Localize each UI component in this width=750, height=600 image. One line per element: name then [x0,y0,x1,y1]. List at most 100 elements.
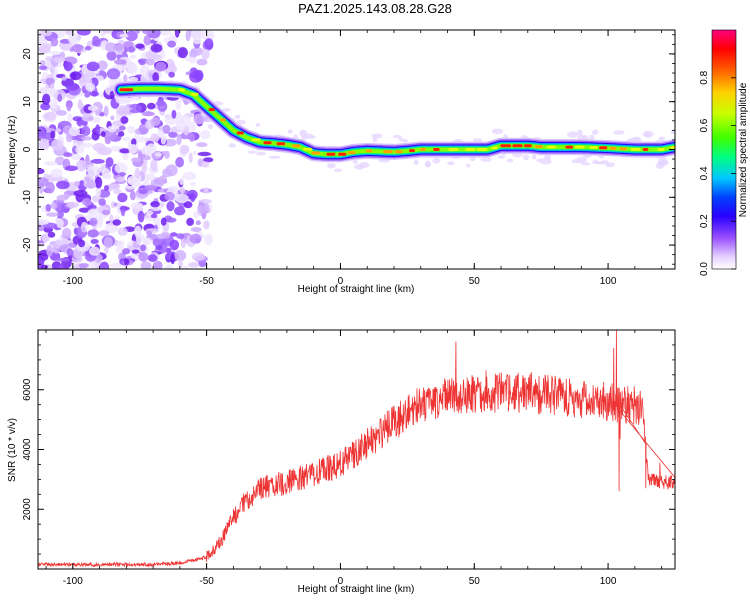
noise-blob [101,209,111,216]
halo-blob [577,129,583,136]
halo-blob [327,163,336,169]
noise-blob [170,253,175,265]
noise-blob [201,48,210,60]
noise-blob [158,175,167,185]
y-tick-label: -10 [22,190,33,205]
noise-blob [66,248,74,257]
halo-blob [334,168,343,172]
noise-blob [82,197,92,206]
noise-blob [40,102,51,111]
noise-blob [146,173,156,181]
noise-blob [174,30,180,38]
colorbar-tick-label: 0.0 [699,262,710,276]
halo-blob [268,155,281,159]
noise-blob [175,193,189,204]
noise-blob [55,128,62,133]
noise-blob [110,115,115,121]
noise-blob [138,188,148,194]
noise-blob [150,213,158,219]
noise-blob [171,109,177,119]
noise-blob [110,201,116,209]
noise-blob [102,30,112,34]
colorbar-gradient [712,30,736,269]
noise-blob [188,121,196,132]
noise-blob [68,126,81,137]
noise-blob [189,181,197,186]
noise-blob [98,146,112,156]
noise-blob [121,208,126,217]
noise-blob [87,116,94,121]
noise-blob [103,236,113,249]
noise-blob [188,152,193,164]
noise-blob [178,259,184,268]
noise-blob [181,265,190,269]
noise-blob [53,56,66,63]
halo-blob [658,136,666,142]
noise-blob [152,260,163,269]
noise-blob [87,208,101,216]
noise-blob [104,222,119,234]
noise-blob [121,136,131,141]
noise-blob [71,153,82,161]
noise-blob [38,168,45,175]
noise-blob [141,111,155,117]
halo-blob [571,159,583,164]
noise-blob [127,46,136,53]
noise-blob [189,70,203,83]
noise-blob [118,125,126,131]
noise-blob [134,167,141,179]
noise-blob [115,95,128,105]
x-tick-label: 50 [469,276,481,287]
halo-blob [228,143,236,148]
noise-blob [47,231,56,238]
noise-blob [90,239,99,244]
noise-blob [107,183,121,190]
noise-blob [174,206,186,216]
halo-blob [372,137,378,143]
noise-blob [162,168,173,178]
noise-blob [127,178,139,184]
noise-blob [128,144,138,154]
noise-blob [203,157,214,163]
halo-blob [577,134,586,141]
noise-blob [119,148,131,154]
page-title: PAZ1.2025.143.08.28.G28 [298,1,452,16]
y-tick-label: 10 [22,96,33,108]
noise-blob [69,71,82,81]
noise-blob [131,249,140,254]
noise-blob [137,210,145,223]
noise-blob [158,30,172,36]
noise-blob [152,72,160,83]
noise-blob [175,98,182,111]
halo-blob [255,151,267,156]
halo-blob [398,137,404,142]
noise-blob [87,229,99,238]
noise-blob [61,227,72,239]
noise-blob [114,162,128,174]
halo-blob [392,135,402,139]
noise-blob [57,93,63,103]
halo-blob [236,119,246,125]
noise-blob [127,125,135,134]
x-tick-label: -50 [199,276,214,287]
halo-blob [469,156,476,162]
noise-blob [73,190,88,197]
snr-x-axis-label: Height of straight line (km) [298,584,415,595]
noise-blob [112,219,122,226]
noise-blob [95,217,103,228]
noise-blob [179,144,190,155]
noise-blob [66,102,72,112]
noise-blob [155,61,167,72]
noise-blob [134,225,142,238]
noise-blob [106,50,117,61]
noise-blob [55,110,67,116]
halo-blob [255,123,261,127]
noise-blob [146,231,152,236]
spectrogram-x-axis-label: Height of straight line (km) [298,284,415,295]
noise-blob [87,105,99,111]
noise-blob [148,72,153,79]
halo-blob [354,164,365,170]
x-tick-label: -100 [63,276,83,287]
noise-blob [71,43,84,53]
